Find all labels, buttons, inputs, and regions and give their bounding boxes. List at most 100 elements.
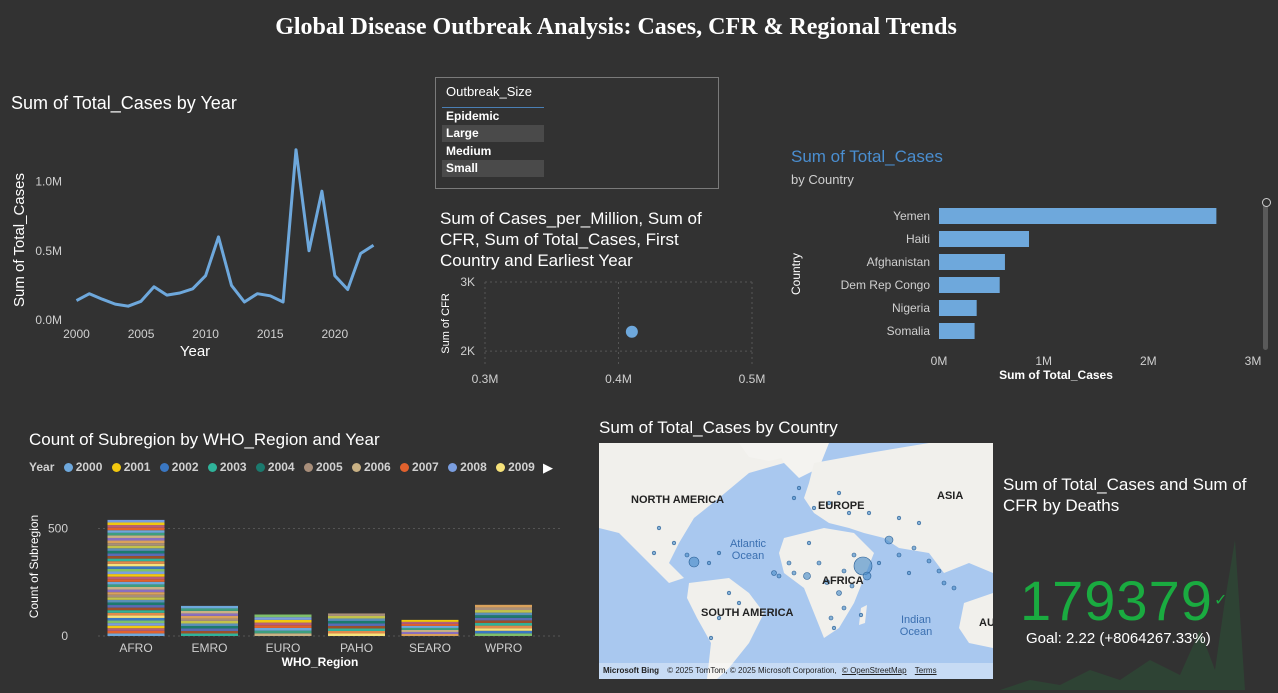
bar-category-label: Dem Rep Congo xyxy=(841,278,931,292)
bar-segment xyxy=(107,610,165,613)
legend-item-2003[interactable]: 2003 xyxy=(207,460,247,474)
bar-segment xyxy=(107,630,165,634)
y-axis-title: Sum of Total_Cases xyxy=(11,173,28,307)
bar-segment xyxy=(107,568,165,572)
y-axis-title: Country xyxy=(789,253,803,295)
line-chart-title: Sum of Total_Cases by Year xyxy=(11,93,237,113)
bar-segment xyxy=(107,558,165,562)
bar-category-label: Somalia xyxy=(887,324,931,338)
map-label-europe: EUROPE xyxy=(818,500,865,512)
slicer-item-large[interactable]: Large xyxy=(442,125,544,142)
bar-segment xyxy=(475,623,532,626)
bar xyxy=(939,323,975,339)
map-title: Sum of Total_Cases by Country xyxy=(599,418,838,437)
bar-segment xyxy=(401,627,459,630)
bar-segment xyxy=(328,620,385,624)
legend-item-2007[interactable]: 2007 xyxy=(400,460,439,474)
stacked-bar-chart[interactable]: 0 500 Count of Subregion AFRO EMRO EURO PAHO SE… xyxy=(0,495,570,675)
legend-item-2004[interactable]: 2004 xyxy=(255,460,295,474)
bar-segment xyxy=(107,594,165,598)
bar-segment xyxy=(181,628,238,631)
bar-segment xyxy=(107,525,165,528)
bar-segment xyxy=(107,620,165,624)
kpi-title: Sum of Total_Cases and Sum of CFR by Dea… xyxy=(1003,475,1247,515)
legend-dot xyxy=(351,463,361,472)
bar-segment xyxy=(475,633,532,636)
kpi-value: 179379 xyxy=(1020,569,1213,632)
terms-link[interactable]: Terms xyxy=(914,666,937,675)
stacked-bar-searo xyxy=(401,619,459,636)
bar-segment xyxy=(107,628,165,631)
slicer-item-medium[interactable]: Medium xyxy=(446,144,492,158)
y-axis-title: Sum of CFR xyxy=(440,293,452,354)
legend-item-2002[interactable]: 2002 xyxy=(159,460,199,474)
bar xyxy=(939,208,1217,224)
bar-segment xyxy=(107,589,165,593)
x-tick-label: 2M xyxy=(1140,354,1157,368)
legend-dot xyxy=(496,463,506,472)
legend-dot xyxy=(207,463,217,472)
stacked-bar-paho xyxy=(328,613,385,636)
bar-segment xyxy=(107,607,165,611)
bar-segment xyxy=(475,620,532,624)
x-tick-label: 1M xyxy=(1035,354,1052,368)
bar-segment xyxy=(107,550,165,554)
y-tick-label: 2K xyxy=(460,344,475,358)
bar-segment xyxy=(401,629,459,632)
bar-segment xyxy=(401,619,459,622)
legend-item-2009[interactable]: 2009 xyxy=(496,460,535,474)
kpi-trend-background xyxy=(1000,540,1245,690)
scatter-chart[interactable]: 3K 2K 0.3M 0.4M 0.5M Sum of CFR xyxy=(430,270,780,390)
y-axis-title: Count of Subregion xyxy=(27,515,41,618)
legend-item-2006[interactable]: 2006 xyxy=(351,460,391,474)
bar-chart-scrollbar[interactable] xyxy=(1263,200,1268,350)
bar-segment xyxy=(107,602,165,606)
bar-segment xyxy=(401,625,459,628)
legend-item-2000[interactable]: 2000 xyxy=(63,460,102,474)
bar-segment xyxy=(254,617,312,620)
map-label-indian: Indian Ocean xyxy=(899,614,933,638)
map-label-atlantic: Atlantic Ocean xyxy=(729,538,767,562)
year-legend: Year 2000 2001 2002 2003 2004 2005 2006 … xyxy=(29,460,535,474)
legend-dot xyxy=(448,463,458,472)
scatter-point xyxy=(625,325,638,338)
line-chart[interactable]: 0.0M 0.5M 1.0M 2000 2005 2010 2015 2020 Year Sum … xyxy=(0,120,400,370)
country-bar-chart[interactable]: Yemen Haiti Afghanistan Dem Rep Congo Nigeri… xyxy=(780,200,1270,385)
bar-segment xyxy=(254,627,312,631)
bar-segment xyxy=(107,522,165,526)
osm-link[interactable]: © OpenStreetMap xyxy=(841,666,907,675)
legend-item-2005[interactable]: 2005 xyxy=(303,460,343,474)
scrollbar-knob[interactable] xyxy=(1262,198,1271,207)
bar-segment xyxy=(181,625,238,629)
map-bubbles xyxy=(651,485,957,641)
bar-segment xyxy=(107,571,165,575)
bar-segment xyxy=(107,519,165,523)
bar-segment xyxy=(254,625,312,628)
stacked-bar-emro xyxy=(181,605,238,636)
bar-segment xyxy=(181,605,238,609)
bar-category-label: Yemen xyxy=(893,209,930,223)
bar-segment xyxy=(401,631,459,634)
line-series xyxy=(75,148,375,308)
slicer-item-small[interactable]: Small xyxy=(442,160,544,177)
world-map[interactable]: NORTH AMERICA EUROPE ASIA AFRICA SOUTH A… xyxy=(599,443,993,679)
bar-segment xyxy=(107,599,165,603)
legend-next-arrow-icon[interactable]: ▶ xyxy=(543,460,553,475)
bar-segment xyxy=(254,630,312,634)
slicer-item-epidemic[interactable]: Epidemic xyxy=(446,109,500,123)
bar-segment xyxy=(107,532,165,536)
bar-segment xyxy=(107,615,165,618)
bar-segment xyxy=(475,617,532,621)
legend-dot xyxy=(63,463,73,472)
legend-item-2001[interactable]: 2001 xyxy=(111,460,150,474)
outbreak-size-slicer[interactable]: Outbreak_Size Epidemic Large Medium Smal… xyxy=(435,77,719,189)
bar xyxy=(939,300,977,316)
bar-segment xyxy=(107,537,165,541)
bar-segment xyxy=(107,566,165,569)
x-tick-label: 3M xyxy=(1245,354,1262,368)
y-tick-label: 0.0M xyxy=(35,313,62,327)
bar-segment xyxy=(107,553,165,557)
bar-segment xyxy=(107,617,165,621)
legend-item-2008[interactable]: 2008 xyxy=(448,460,487,474)
bar-segment xyxy=(107,530,165,533)
